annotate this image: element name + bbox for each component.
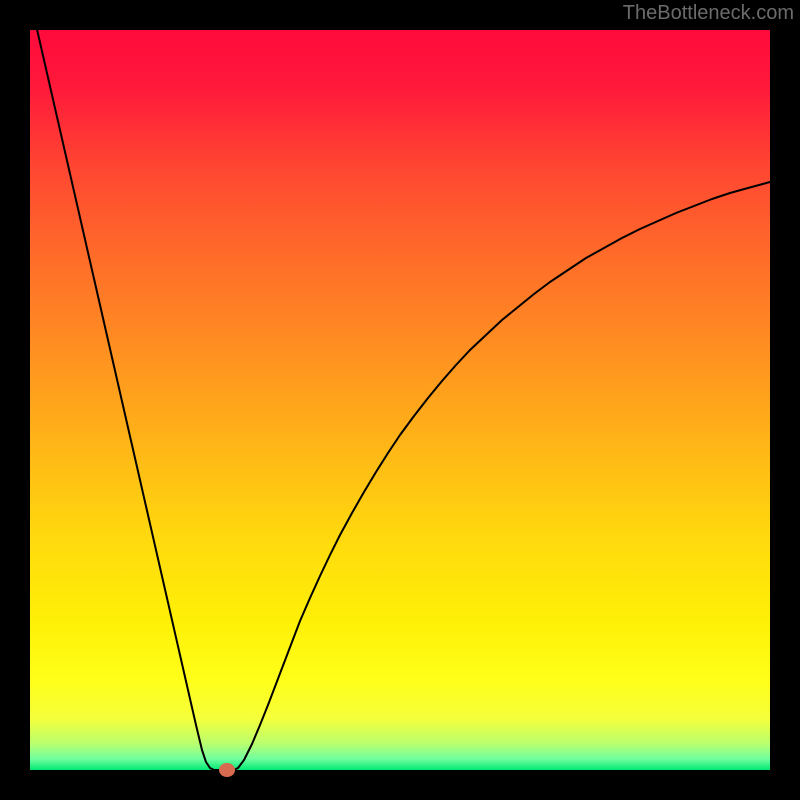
- gradient-rect: [30, 30, 770, 770]
- background-gradient: [0, 0, 800, 800]
- chart-container: TheBottleneck.com: [0, 0, 800, 800]
- watermark-text: TheBottleneck.com: [623, 2, 794, 25]
